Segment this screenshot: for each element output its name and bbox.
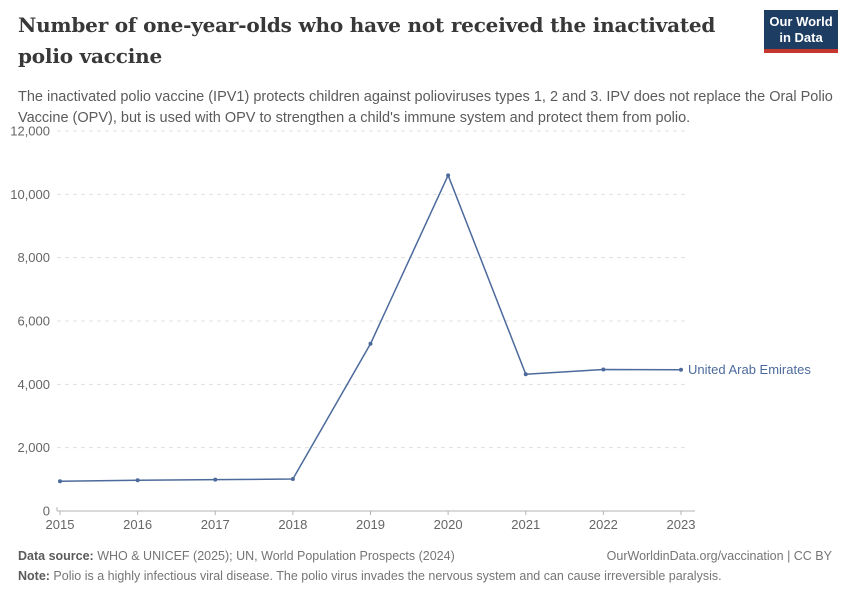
y-tick-label: 8,000 [17, 250, 50, 265]
data-source-line: Data source: WHO & UNICEF (2025); UN, Wo… [18, 546, 455, 566]
data-point[interactable] [523, 372, 528, 377]
data-point[interactable] [601, 367, 606, 372]
data-point[interactable] [290, 477, 295, 482]
series-label: United Arab Emirates [688, 362, 811, 377]
x-tick-label: 2022 [589, 517, 618, 532]
y-tick-label: 10,000 [10, 187, 50, 202]
y-tick-label: 6,000 [17, 314, 50, 329]
x-tick-label: 2019 [356, 517, 385, 532]
owid-logo-line1: Our World [769, 14, 833, 29]
y-tick-label: 4,000 [17, 377, 50, 392]
data-point[interactable] [679, 367, 683, 372]
license-link[interactable]: OurWorldinData.org/vaccination | CC BY [606, 549, 832, 563]
chart-footer: Data source: WHO & UNICEF (2025); UN, Wo… [18, 546, 832, 586]
data-point[interactable] [446, 173, 451, 178]
line-chart-canvas: 0 2,000 4,000 6,000 8,000 10,000 12,000 2015 201… [10, 125, 811, 532]
x-tick-label: 2023 [667, 517, 696, 532]
owid-logo-line2: in Data [779, 30, 823, 45]
x-tick-label: 2015 [46, 517, 75, 532]
data-point[interactable] [135, 478, 140, 483]
note-label: Note: [18, 569, 50, 583]
data-source-text: WHO & UNICEF (2025); UN, World Populatio… [93, 549, 455, 563]
y-tick-label: 2,000 [17, 440, 50, 455]
y-tick-label: 12,000 [10, 125, 50, 139]
x-tick-label: 2021 [511, 517, 540, 532]
x-tick-label: 2017 [201, 517, 230, 532]
owid-logo-box: Our World in Data [764, 10, 838, 49]
owid-logo-red-bar [764, 49, 838, 53]
x-tick-label: 2016 [123, 517, 152, 532]
page-title: Number of one-year-olds who have not rec… [18, 13, 716, 68]
note-line: Note: Polio is a highly infectious viral… [18, 569, 722, 583]
x-tick-label: 2020 [434, 517, 463, 532]
chart-subtitle: The inactivated polio vaccine (IPV1) pro… [18, 89, 833, 126]
note-text: Polio is a highly infectious viral disea… [49, 569, 722, 583]
data-source-label: Data source: [18, 549, 94, 563]
data-point[interactable] [213, 477, 218, 482]
x-tick-label: 2018 [278, 517, 307, 532]
data-point[interactable] [368, 341, 373, 346]
y-tick-label: 0 [43, 504, 50, 519]
data-point[interactable] [58, 479, 62, 484]
owid-logo[interactable]: Our World in Data [764, 10, 838, 53]
series-line[interactable] [59, 174, 682, 482]
